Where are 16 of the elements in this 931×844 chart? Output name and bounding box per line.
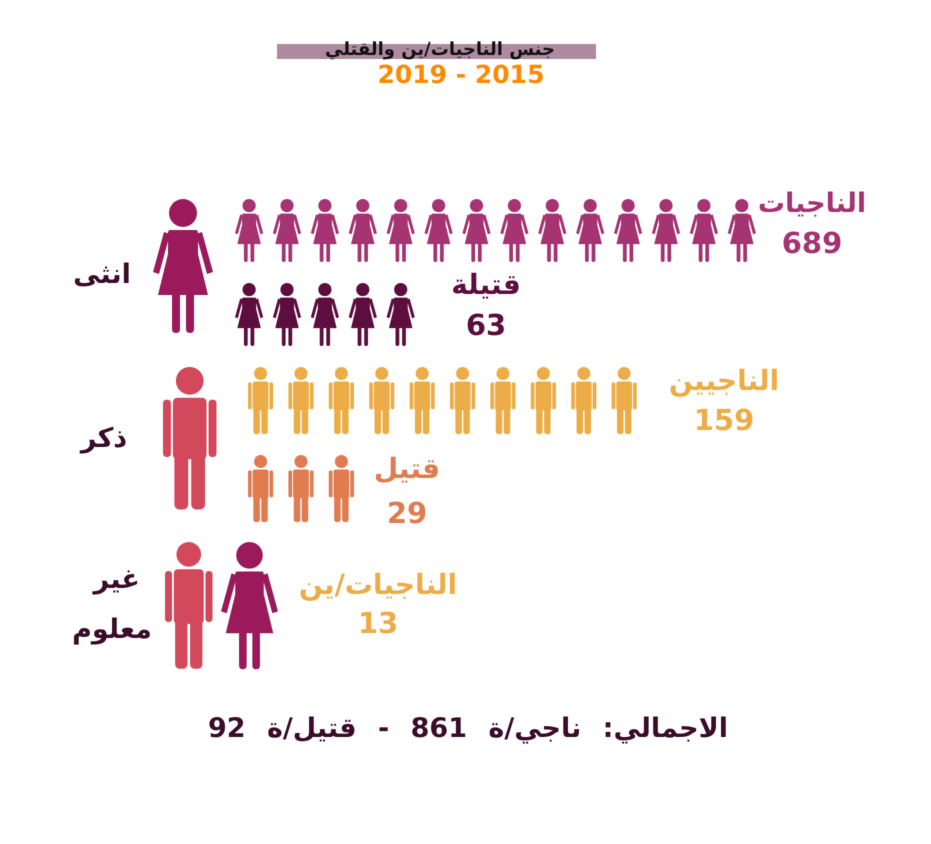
category-label: قتيل xyxy=(374,452,440,485)
category-label: الناجيات xyxy=(758,188,866,219)
category-label: قتيلة xyxy=(451,268,521,301)
legend-label: غير معلوم xyxy=(72,564,152,645)
category-label: الناجيين xyxy=(668,364,780,397)
text: الاجمالي: ناجي/ة 861 - قتيل/ة 92 xyxy=(208,713,728,744)
legend-label: ذكر xyxy=(78,423,128,454)
category-label: الناجيات/ين xyxy=(298,568,458,601)
text: انثى xyxy=(73,259,131,290)
data-label: 13 xyxy=(358,606,398,640)
data-label: 63 xyxy=(466,308,506,342)
text: جنس الناجيات/ين والقتلي xyxy=(324,39,556,60)
text: 2015 - 2019 xyxy=(378,60,544,89)
data-label: 29 xyxy=(386,496,428,530)
data-label: 689 xyxy=(782,226,842,260)
data-label: 159 xyxy=(694,403,754,437)
